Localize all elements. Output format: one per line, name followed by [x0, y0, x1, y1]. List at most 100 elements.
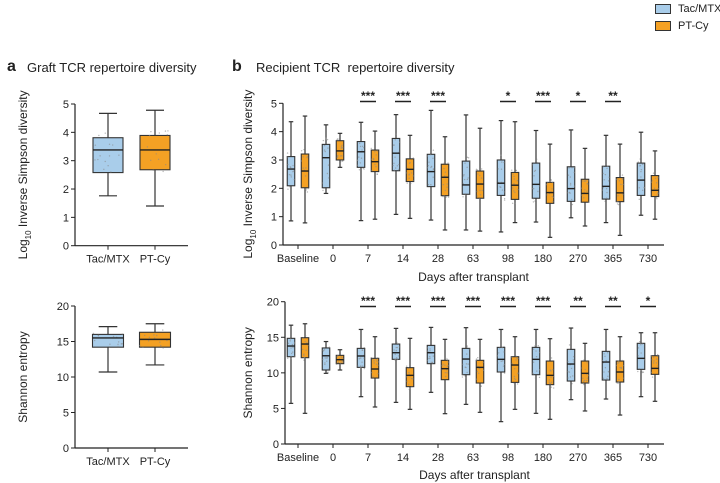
- data-point: [476, 370, 478, 373]
- data-point: [426, 347, 429, 349]
- data-point: [581, 194, 583, 196]
- data-point: [444, 364, 446, 366]
- data-point: [443, 167, 445, 170]
- data-point: [464, 375, 466, 377]
- data-point: [538, 351, 541, 354]
- data-point: [482, 369, 485, 372]
- data-point: [376, 173, 378, 175]
- box-iqr: [391, 137, 401, 172]
- data-point: [602, 377, 605, 379]
- data-point: [502, 365, 505, 367]
- data-point: [514, 368, 516, 370]
- data-point: [408, 173, 411, 175]
- data-point: [657, 177, 659, 179]
- data-point: [550, 386, 553, 388]
- data-point: [536, 370, 538, 372]
- data-point: [616, 178, 619, 180]
- data-point: [602, 172, 604, 175]
- data-point: [656, 198, 658, 200]
- data-point: [360, 357, 362, 359]
- box-iqr: [475, 359, 485, 384]
- data-point: [569, 176, 572, 178]
- x-tick-label: 270: [569, 452, 587, 464]
- box-tac-mtx-365: [601, 134, 611, 224]
- data-point: [545, 183, 548, 186]
- box-tac-mtx-28: [426, 326, 436, 393]
- y-axis-label: Log10 Inverse Simpson diversity: [241, 90, 258, 259]
- data-point: [476, 190, 478, 193]
- data-point: [428, 357, 430, 360]
- data-point: [616, 200, 618, 203]
- data-point: [372, 375, 374, 377]
- data-point: [546, 194, 548, 196]
- data-point: [375, 154, 377, 156]
- x-tick-label: PT-Cy: [140, 254, 171, 266]
- data-point: [411, 386, 413, 388]
- data-point: [363, 357, 365, 359]
- data-point: [109, 343, 111, 345]
- data-point: [617, 360, 620, 362]
- data-point: [618, 180, 621, 182]
- data-point: [398, 168, 400, 171]
- data-point: [306, 342, 308, 344]
- data-point: [396, 341, 398, 344]
- data-point: [375, 166, 377, 168]
- data-point: [303, 148, 305, 151]
- data-point: [429, 355, 431, 358]
- data-point: [286, 152, 289, 154]
- data-point: [303, 354, 305, 356]
- significance-stars: ***: [361, 89, 375, 103]
- data-point: [478, 367, 481, 370]
- data-point: [326, 360, 328, 362]
- data-point: [339, 363, 342, 365]
- data-point: [306, 156, 308, 159]
- data-point: [500, 186, 502, 189]
- box-iqr: [580, 360, 590, 384]
- data-point: [322, 139, 325, 142]
- data-point: [617, 362, 619, 364]
- data-point: [324, 150, 326, 153]
- data-point: [410, 182, 412, 185]
- data-point: [616, 203, 619, 205]
- data-point: [480, 168, 483, 170]
- data-point: [641, 343, 644, 345]
- data-point: [637, 161, 640, 163]
- data-point: [617, 195, 619, 197]
- data-point: [432, 149, 435, 151]
- data-point: [103, 168, 105, 171]
- data-point: [302, 348, 304, 351]
- chart-0: 0 1 2 3 4 5 Log10 Inverse Simpson diversity Tac…: [16, 90, 188, 266]
- data-point: [618, 380, 620, 383]
- data-point: [571, 383, 573, 385]
- data-point: [121, 333, 123, 335]
- box-pt-cy-730: [650, 332, 660, 402]
- box-iqr: [426, 344, 436, 365]
- x-tick-label: 14: [397, 452, 409, 464]
- data-point: [290, 355, 292, 358]
- box-iqr: [440, 359, 450, 381]
- box-pt-cy-Baseline: [300, 323, 310, 414]
- data-point: [429, 153, 432, 156]
- data-point: [641, 370, 643, 372]
- data-point: [303, 359, 305, 361]
- data-point: [462, 363, 464, 365]
- box-pt-cy: [138, 323, 172, 366]
- data-point: [476, 169, 478, 171]
- x-tick-label: 28: [432, 452, 444, 464]
- data-point: [288, 173, 291, 176]
- data-point: [398, 141, 401, 143]
- data-point: [138, 344, 141, 347]
- data-point: [373, 360, 375, 362]
- data-point: [514, 191, 516, 193]
- data-point: [443, 162, 445, 165]
- box-iqr: [650, 175, 660, 198]
- data-point: [426, 155, 429, 157]
- box-iqr: [405, 367, 415, 388]
- data-point: [549, 383, 552, 385]
- data-point: [328, 346, 331, 348]
- data-point: [428, 161, 430, 163]
- data-point: [97, 334, 99, 337]
- data-point: [444, 357, 447, 359]
- data-point: [117, 343, 119, 346]
- box-iqr: [426, 153, 436, 188]
